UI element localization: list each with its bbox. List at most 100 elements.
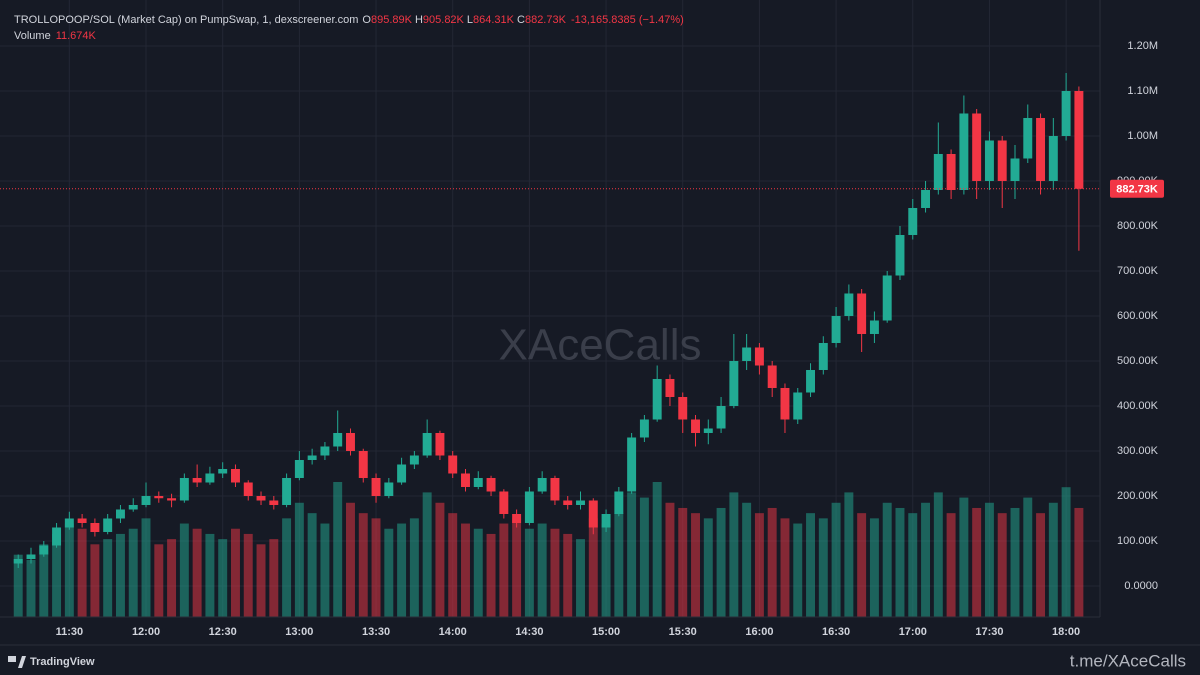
- volume-bar: [1048, 502, 1058, 617]
- candle-body: [269, 500, 279, 505]
- candle-body: [192, 477, 202, 483]
- candle-body: [1074, 90, 1084, 189]
- volume-bar: [13, 554, 23, 617]
- watermark: XAceCalls: [499, 321, 702, 370]
- candle-body: [384, 482, 394, 496]
- candle-body: [512, 513, 522, 523]
- candle-body: [716, 405, 726, 429]
- candle-body: [933, 153, 943, 190]
- volume-bar: [26, 559, 36, 617]
- candle-body: [869, 320, 879, 334]
- x-tick-label: 17:30: [975, 626, 1003, 638]
- candle-body: [39, 545, 49, 555]
- volume-bar: [1010, 507, 1020, 617]
- volume-bar: [639, 497, 649, 617]
- change: -13,165.8385 (−1.47%): [571, 14, 684, 26]
- volume-bar: [205, 533, 215, 617]
- volume-bar: [984, 502, 994, 617]
- volume-bar: [576, 539, 585, 617]
- last-price: 882.73K: [0, 179, 1164, 198]
- candle-body: [167, 498, 177, 501]
- candle-body: [218, 468, 228, 474]
- volume-bar: [614, 513, 624, 617]
- volume-bar: [230, 528, 240, 617]
- y-tick-label: 1.10M: [1127, 85, 1158, 97]
- volume-bar: [77, 528, 87, 617]
- last-price-tag: [1110, 179, 1164, 198]
- candle-body: [576, 500, 585, 505]
- x-tick-label: 17:00: [899, 626, 927, 638]
- volume-bar: [409, 518, 419, 617]
- volume-bar: [588, 518, 598, 617]
- ohlc-label: O: [362, 14, 371, 26]
- volume-bar: [358, 513, 368, 617]
- x-tick-label: 14:00: [439, 626, 467, 638]
- candle-body: [141, 495, 151, 505]
- volume-bar: [933, 492, 943, 617]
- candle-body: [1048, 135, 1058, 181]
- x-tick-label: 15:30: [669, 626, 697, 638]
- volume-label: Volume: [14, 30, 51, 42]
- candle-body: [307, 455, 317, 460]
- candle-body: [397, 464, 407, 483]
- candle-body: [154, 495, 164, 499]
- candle-body: [371, 477, 381, 496]
- candle-body: [588, 500, 598, 528]
- volume-bar: [882, 502, 892, 617]
- x-tick-label: 13:30: [362, 626, 390, 638]
- candle-body: [946, 153, 956, 190]
- candle-body: [422, 432, 432, 456]
- candle-body: [563, 500, 573, 505]
- volume-value: 11.674K: [56, 30, 97, 42]
- candle-body: [767, 365, 777, 388]
- candle-body: [895, 234, 905, 276]
- y-tick-label: 300.00K: [1117, 445, 1159, 457]
- volume-bar: [218, 539, 228, 617]
- candle-body: [742, 347, 752, 361]
- candle-body: [793, 392, 803, 420]
- x-tick-label: 11:30: [56, 626, 84, 638]
- volume-bar: [141, 518, 151, 617]
- volume-bar: [320, 523, 330, 617]
- logo-mark: [8, 656, 16, 662]
- volume-bar: [780, 518, 790, 617]
- volume-bar: [103, 539, 113, 617]
- volume-bar: [282, 518, 292, 617]
- candle-body: [103, 518, 113, 532]
- y-tick-label: 800.00K: [1117, 220, 1159, 232]
- candle-layer: [13, 72, 1084, 568]
- volume-bar: [793, 523, 803, 617]
- volume-bar: [754, 513, 764, 617]
- candle-body: [409, 455, 419, 465]
- volume-bar: [397, 523, 407, 617]
- y-tick-label: 700.00K: [1117, 265, 1159, 277]
- candle-body: [780, 387, 790, 420]
- volume-bar: [742, 502, 752, 617]
- volume-bar: [665, 502, 675, 617]
- volume-bar: [806, 513, 815, 617]
- volume-bar: [128, 528, 138, 617]
- volume-bar: [678, 507, 688, 617]
- axis-labels: 0.0000 100.00K 200.00K 300.00K 400.00K 500.00…: [56, 40, 1159, 638]
- y-tick-label: 1.00M: [1127, 130, 1158, 142]
- volume-bar: [307, 513, 317, 617]
- y-tick-label: 100.00K: [1117, 535, 1159, 547]
- candle-body: [256, 495, 266, 501]
- volume-bar: [64, 523, 74, 617]
- volume-bar: [39, 544, 49, 617]
- candle-body: [818, 342, 828, 370]
- candle-body: [1036, 117, 1046, 181]
- candle-body: [537, 477, 547, 492]
- last-price-label: 882.73K: [1116, 184, 1158, 196]
- volume-bar: [294, 502, 304, 617]
- volume-bar: [818, 518, 828, 617]
- candle-body: [601, 513, 611, 528]
- candle-body: [844, 293, 854, 316]
- candle-body: [486, 477, 496, 492]
- candle-body: [1023, 117, 1033, 159]
- candle-body: [320, 446, 330, 456]
- volume-bar: [691, 513, 700, 617]
- ohlc-label: C: [517, 14, 525, 26]
- tradingview-logo: TradingView: [8, 656, 95, 668]
- candle-body: [652, 378, 662, 420]
